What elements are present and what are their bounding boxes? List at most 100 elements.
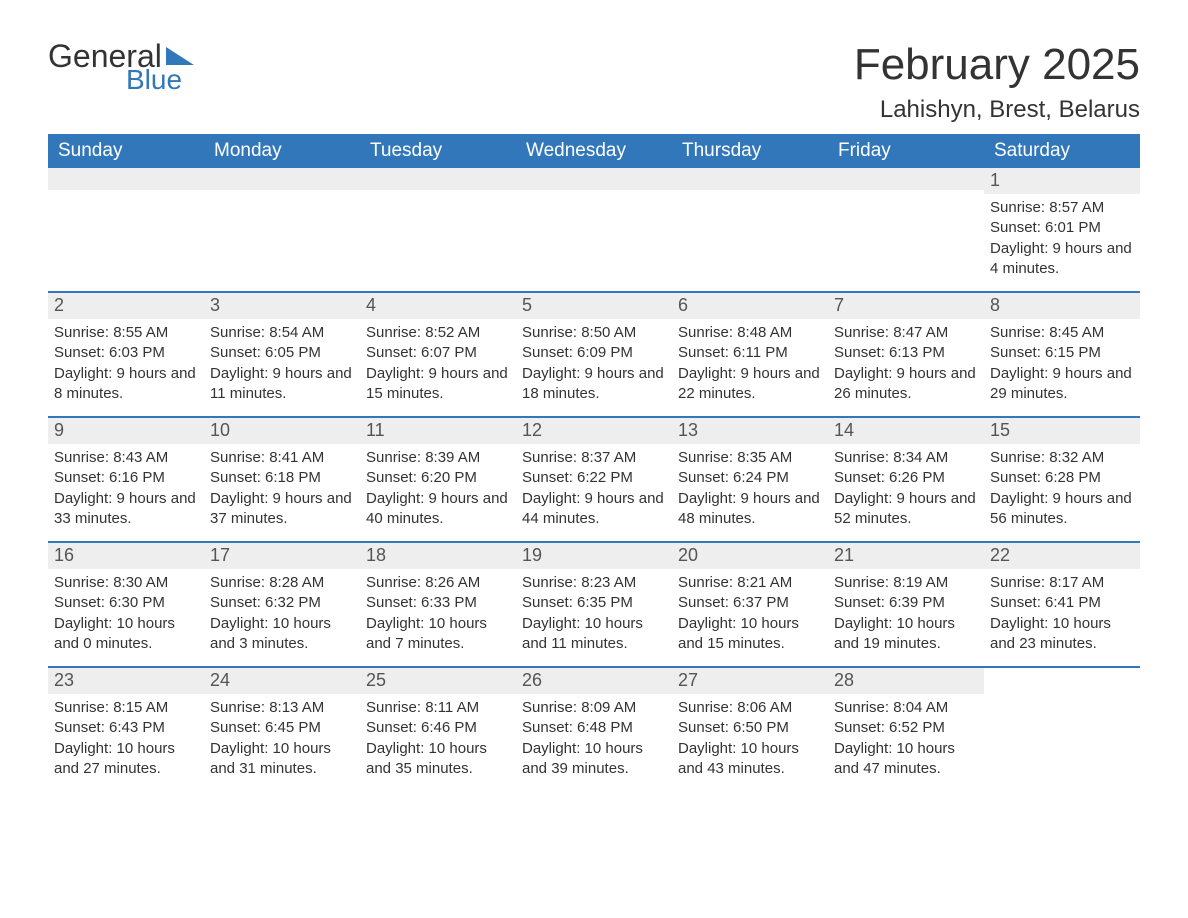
daylight-text: Daylight: 10 hours and 23 minutes. [990, 614, 1134, 655]
day-details: Sunrise: 8:09 AMSunset: 6:48 PMDaylight:… [516, 694, 672, 791]
calendar-cell: 27Sunrise: 8:06 AMSunset: 6:50 PMDayligh… [672, 667, 828, 791]
day-details: Sunrise: 8:48 AMSunset: 6:11 PMDaylight:… [672, 319, 828, 416]
sunset-text: Sunset: 6:09 PM [522, 343, 666, 363]
calendar-cell: 26Sunrise: 8:09 AMSunset: 6:48 PMDayligh… [516, 667, 672, 791]
sunrise-text: Sunrise: 8:26 AM [366, 573, 510, 593]
calendar-cell: 10Sunrise: 8:41 AMSunset: 6:18 PMDayligh… [204, 417, 360, 542]
day-details: Sunrise: 8:43 AMSunset: 6:16 PMDaylight:… [48, 444, 204, 541]
sunrise-text: Sunrise: 8:50 AM [522, 323, 666, 343]
month-title: February 2025 [854, 40, 1140, 90]
sunrise-text: Sunrise: 8:52 AM [366, 323, 510, 343]
sunset-text: Sunset: 6:30 PM [54, 593, 198, 613]
sunrise-text: Sunrise: 8:06 AM [678, 698, 822, 718]
calendar-cell: 11Sunrise: 8:39 AMSunset: 6:20 PMDayligh… [360, 417, 516, 542]
day-number-bar: 25 [360, 668, 516, 694]
sunrise-text: Sunrise: 8:54 AM [210, 323, 354, 343]
sunrise-text: Sunrise: 8:21 AM [678, 573, 822, 593]
daylight-text: Daylight: 9 hours and 15 minutes. [366, 364, 510, 405]
sunrise-text: Sunrise: 8:04 AM [834, 698, 978, 718]
weekday-header: Wednesday [516, 134, 672, 168]
day-number-bar: 1 [984, 168, 1140, 194]
day-details: Sunrise: 8:26 AMSunset: 6:33 PMDaylight:… [360, 569, 516, 666]
day-number-bar: 4 [360, 293, 516, 319]
sunset-text: Sunset: 6:16 PM [54, 468, 198, 488]
calendar-cell: 21Sunrise: 8:19 AMSunset: 6:39 PMDayligh… [828, 542, 984, 667]
sunrise-text: Sunrise: 8:57 AM [990, 198, 1134, 218]
day-number-bar: 19 [516, 543, 672, 569]
day-details: Sunrise: 8:45 AMSunset: 6:15 PMDaylight:… [984, 319, 1140, 416]
calendar-cell: 23Sunrise: 8:15 AMSunset: 6:43 PMDayligh… [48, 667, 204, 791]
daylight-text: Daylight: 9 hours and 18 minutes. [522, 364, 666, 405]
sunset-text: Sunset: 6:13 PM [834, 343, 978, 363]
day-number-bar: 3 [204, 293, 360, 319]
sunset-text: Sunset: 6:18 PM [210, 468, 354, 488]
sunset-text: Sunset: 6:35 PM [522, 593, 666, 613]
calendar-row: 16Sunrise: 8:30 AMSunset: 6:30 PMDayligh… [48, 542, 1140, 667]
sunrise-text: Sunrise: 8:17 AM [990, 573, 1134, 593]
sunrise-text: Sunrise: 8:37 AM [522, 448, 666, 468]
day-number-bar: 2 [48, 293, 204, 319]
calendar-cell: 22Sunrise: 8:17 AMSunset: 6:41 PMDayligh… [984, 542, 1140, 667]
sunrise-text: Sunrise: 8:47 AM [834, 323, 978, 343]
logo-mark-icon [166, 47, 194, 65]
sunrise-text: Sunrise: 8:34 AM [834, 448, 978, 468]
day-details: Sunrise: 8:37 AMSunset: 6:22 PMDaylight:… [516, 444, 672, 541]
day-number-bar: 12 [516, 418, 672, 444]
daylight-text: Daylight: 9 hours and 22 minutes. [678, 364, 822, 405]
calendar-cell: 15Sunrise: 8:32 AMSunset: 6:28 PMDayligh… [984, 417, 1140, 542]
sunset-text: Sunset: 6:07 PM [366, 343, 510, 363]
day-details: Sunrise: 8:57 AMSunset: 6:01 PMDaylight:… [984, 194, 1140, 291]
calendar-cell [204, 168, 360, 292]
daylight-text: Daylight: 9 hours and 33 minutes. [54, 489, 198, 530]
day-details: Sunrise: 8:32 AMSunset: 6:28 PMDaylight:… [984, 444, 1140, 541]
daylight-text: Daylight: 10 hours and 7 minutes. [366, 614, 510, 655]
day-number-bar [360, 168, 516, 190]
day-details: Sunrise: 8:06 AMSunset: 6:50 PMDaylight:… [672, 694, 828, 791]
day-details: Sunrise: 8:17 AMSunset: 6:41 PMDaylight:… [984, 569, 1140, 666]
day-details: Sunrise: 8:54 AMSunset: 6:05 PMDaylight:… [204, 319, 360, 416]
calendar-row: 23Sunrise: 8:15 AMSunset: 6:43 PMDayligh… [48, 667, 1140, 791]
sunset-text: Sunset: 6:48 PM [522, 718, 666, 738]
logo: General Blue [48, 40, 194, 94]
calendar-cell: 6Sunrise: 8:48 AMSunset: 6:11 PMDaylight… [672, 292, 828, 417]
sunrise-text: Sunrise: 8:09 AM [522, 698, 666, 718]
sunset-text: Sunset: 6:50 PM [678, 718, 822, 738]
sunset-text: Sunset: 6:52 PM [834, 718, 978, 738]
sunrise-text: Sunrise: 8:48 AM [678, 323, 822, 343]
calendar-cell: 16Sunrise: 8:30 AMSunset: 6:30 PMDayligh… [48, 542, 204, 667]
calendar-cell: 28Sunrise: 8:04 AMSunset: 6:52 PMDayligh… [828, 667, 984, 791]
day-number-bar: 10 [204, 418, 360, 444]
day-number-bar: 5 [516, 293, 672, 319]
sunset-text: Sunset: 6:41 PM [990, 593, 1134, 613]
location: Lahishyn, Brest, Belarus [854, 96, 1140, 124]
daylight-text: Daylight: 9 hours and 56 minutes. [990, 489, 1134, 530]
weekday-header: Sunday [48, 134, 204, 168]
day-number-bar: 28 [828, 668, 984, 694]
daylight-text: Daylight: 10 hours and 39 minutes. [522, 739, 666, 780]
day-details: Sunrise: 8:28 AMSunset: 6:32 PMDaylight:… [204, 569, 360, 666]
day-details: Sunrise: 8:04 AMSunset: 6:52 PMDaylight:… [828, 694, 984, 791]
daylight-text: Daylight: 10 hours and 15 minutes. [678, 614, 822, 655]
day-number-bar: 18 [360, 543, 516, 569]
calendar-cell [48, 168, 204, 292]
calendar-cell: 4 Sunrise: 8:52 AMSunset: 6:07 PMDaylight… [360, 292, 516, 417]
daylight-text: Daylight: 10 hours and 0 minutes. [54, 614, 198, 655]
calendar-cell [672, 168, 828, 292]
daylight-text: Daylight: 9 hours and 40 minutes. [366, 489, 510, 530]
day-details: Sunrise: 8:55 AMSunset: 6:03 PMDaylight:… [48, 319, 204, 416]
calendar-cell [516, 168, 672, 292]
day-details: Sunrise: 8:35 AMSunset: 6:24 PMDaylight:… [672, 444, 828, 541]
sunset-text: Sunset: 6:03 PM [54, 343, 198, 363]
daylight-text: Daylight: 9 hours and 26 minutes. [834, 364, 978, 405]
daylight-text: Daylight: 9 hours and 52 minutes. [834, 489, 978, 530]
calendar-cell: 5 Sunrise: 8:50 AMSunset: 6:09 PMDaylight… [516, 292, 672, 417]
day-details: Sunrise: 8:34 AMSunset: 6:26 PMDaylight:… [828, 444, 984, 541]
sunrise-text: Sunrise: 8:28 AM [210, 573, 354, 593]
sunrise-text: Sunrise: 8:35 AM [678, 448, 822, 468]
calendar-cell: 12Sunrise: 8:37 AMSunset: 6:22 PMDayligh… [516, 417, 672, 542]
daylight-text: Daylight: 10 hours and 3 minutes. [210, 614, 354, 655]
weekday-header: Thursday [672, 134, 828, 168]
sunset-text: Sunset: 6:01 PM [990, 218, 1134, 238]
calendar-cell: 20Sunrise: 8:21 AMSunset: 6:37 PMDayligh… [672, 542, 828, 667]
day-details: Sunrise: 8:47 AMSunset: 6:13 PMDaylight:… [828, 319, 984, 416]
